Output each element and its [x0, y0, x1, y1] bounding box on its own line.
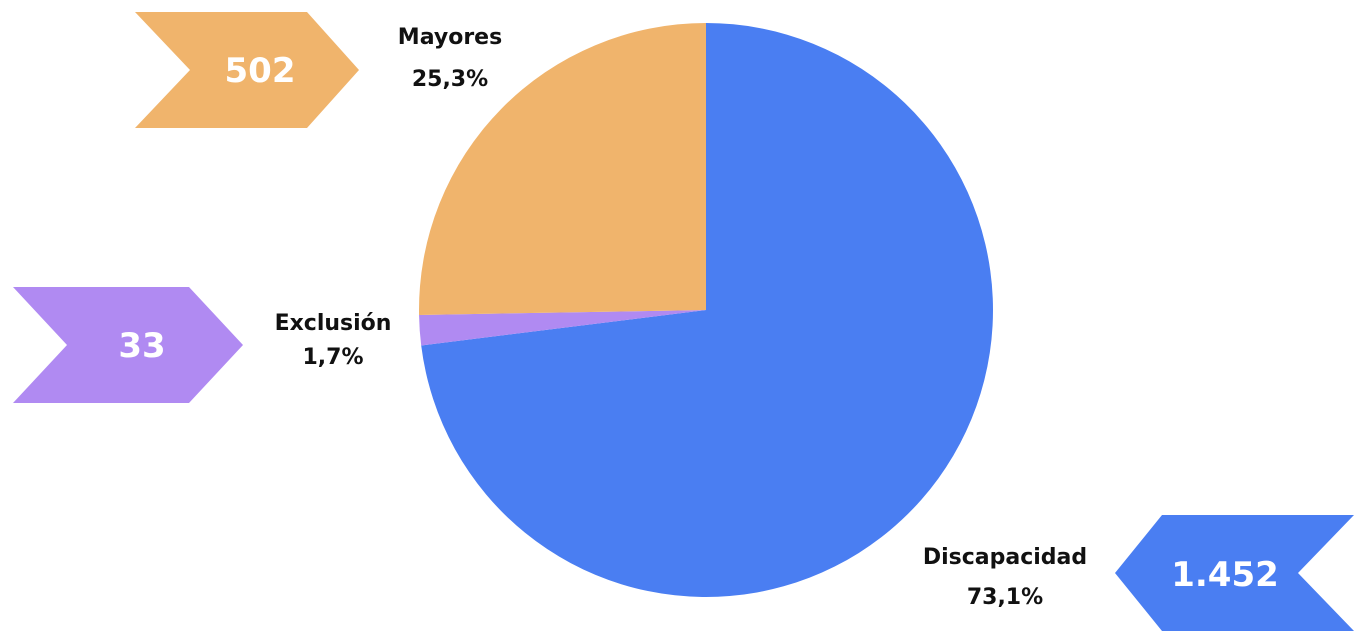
slice-percent-exclusion: 1,7% — [302, 345, 363, 370]
count-value-discapacidad: 1.452 — [1171, 555, 1279, 595]
slice-percent-discapacidad: 73,1% — [967, 585, 1043, 610]
pie-slices — [418, 23, 993, 597]
slice-name-exclusion: Exclusión — [275, 311, 392, 336]
slice-percent-mayores: 25,3% — [412, 67, 488, 92]
count-value-exclusion: 33 — [118, 326, 165, 366]
count-badge-exclusion — [13, 287, 243, 403]
slice-name-discapacidad: Discapacidad — [923, 545, 1087, 570]
count-badge-mayores — [135, 12, 359, 128]
pie-slice-discapacidad — [421, 23, 993, 597]
count-badge-discapacidad — [1115, 515, 1354, 631]
pie-slice-exclusion — [419, 310, 706, 346]
slice-labels: Discapacidad 73,1% Exclusión 1,7% Mayores 25,… — [275, 25, 1088, 610]
count-value-mayores: 502 — [225, 51, 296, 91]
slice-name-mayores: Mayores — [398, 25, 502, 50]
pie-slice-mayores — [418, 23, 706, 315]
count-badges: 1.452 33 502 — [13, 12, 1354, 631]
